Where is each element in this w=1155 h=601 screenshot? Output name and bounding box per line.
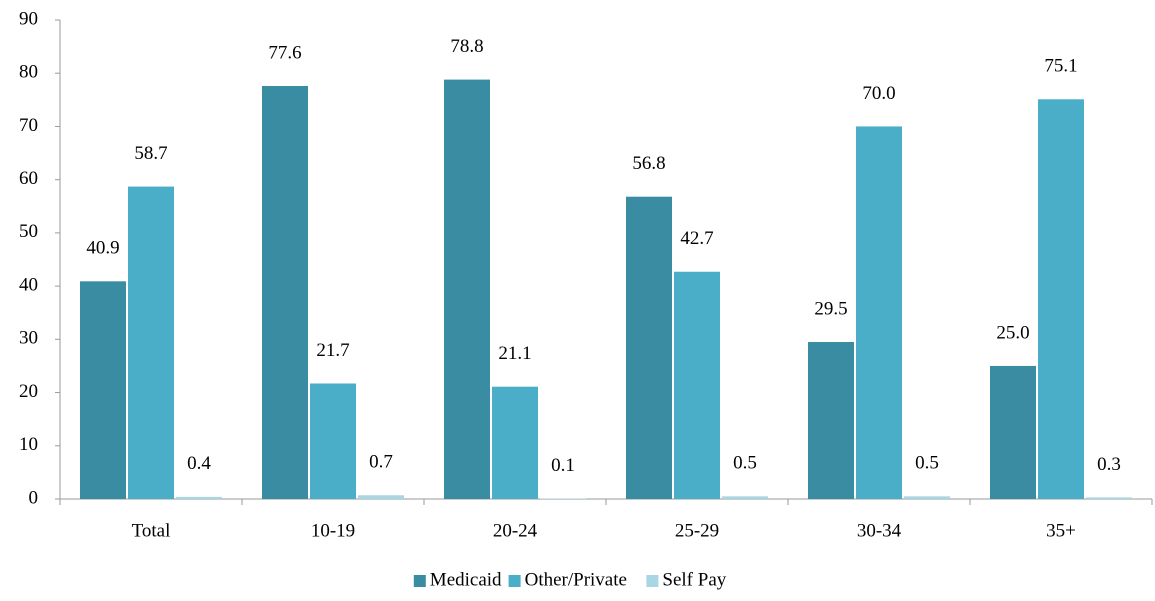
- x-tick-label: Total: [132, 520, 171, 541]
- legend-swatch: [413, 575, 426, 587]
- bar: [128, 186, 174, 499]
- x-tick-label: 25-29: [675, 520, 719, 541]
- bar: [358, 495, 404, 499]
- bar: [904, 496, 950, 499]
- bar: [856, 126, 902, 499]
- value-label: 40.9: [86, 238, 119, 259]
- y-tick-label: 40: [19, 274, 38, 295]
- bar: [492, 386, 538, 499]
- value-label: 70.0: [862, 83, 895, 104]
- bar: [444, 79, 490, 499]
- y-tick-label: 50: [19, 221, 38, 242]
- value-label: 0.5: [733, 453, 757, 474]
- value-label: 56.8: [632, 153, 665, 174]
- x-tick-label: 20-24: [493, 520, 538, 541]
- bar: [176, 496, 222, 499]
- bar: [674, 271, 720, 499]
- bar: [722, 496, 768, 499]
- value-label: 21.7: [316, 340, 349, 361]
- value-label: 21.1: [498, 343, 531, 364]
- bar: [808, 341, 854, 499]
- y-tick-label: 60: [19, 168, 38, 189]
- y-tick-label: 0: [29, 487, 39, 508]
- x-tick-label: 10-19: [311, 520, 355, 541]
- value-label: 0.4: [187, 453, 211, 474]
- x-tick-label: 30-34: [857, 520, 902, 541]
- value-label: 0.5: [915, 453, 939, 474]
- legend-label: Other/Private: [525, 569, 627, 590]
- bar: [310, 383, 356, 499]
- y-tick-label: 70: [19, 115, 38, 136]
- y-tick-label: 20: [19, 381, 38, 402]
- value-label: 25.0: [996, 322, 1029, 343]
- legend-swatch: [646, 575, 659, 587]
- value-label: 75.1: [1044, 56, 1077, 77]
- x-tick-label: 35+: [1046, 520, 1076, 541]
- value-label: 58.7: [134, 143, 167, 164]
- legend-swatch: [508, 575, 521, 587]
- value-label: 78.8: [450, 36, 483, 57]
- value-label: 77.6: [268, 42, 301, 63]
- legend-label: Self Pay: [662, 569, 726, 590]
- value-label: 42.7: [680, 228, 713, 249]
- bar: [626, 196, 672, 499]
- value-label: 0.7: [369, 452, 393, 473]
- bar: [990, 365, 1036, 499]
- y-tick-label: 10: [19, 434, 38, 455]
- legend-label: Medicaid: [430, 569, 502, 590]
- y-tick-label: 80: [19, 62, 38, 83]
- bar: [1038, 99, 1084, 499]
- y-tick-label: 30: [19, 328, 38, 349]
- bar: [80, 281, 126, 499]
- value-label: 29.5: [814, 298, 847, 319]
- value-label: 0.3: [1097, 454, 1121, 475]
- bar: [262, 85, 308, 500]
- value-label: 0.1: [551, 455, 575, 476]
- bar: [540, 498, 586, 499]
- bar: [1086, 497, 1132, 499]
- y-tick-label: 90: [19, 8, 38, 29]
